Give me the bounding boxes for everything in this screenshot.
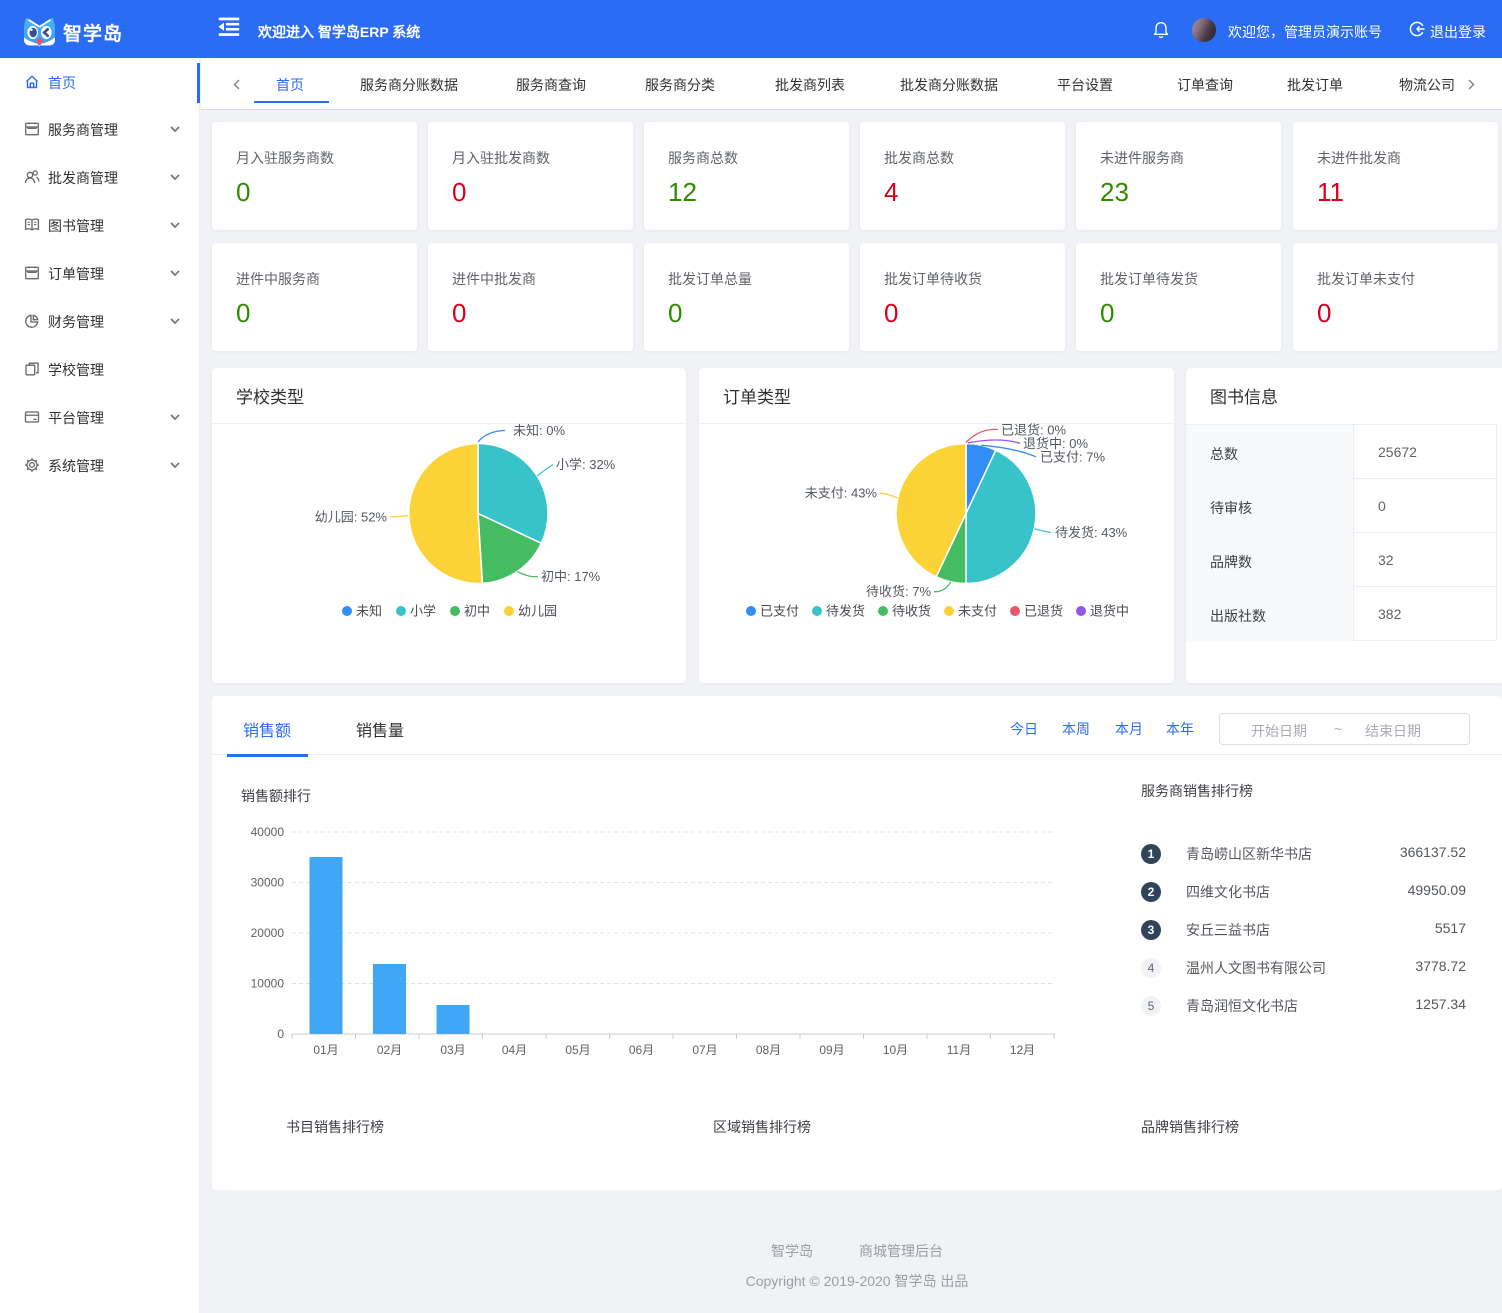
svg-text:05月: 05月 <box>565 1043 590 1057</box>
svg-text:04月: 04月 <box>502 1043 527 1057</box>
svg-text:0: 0 <box>277 1027 284 1041</box>
svg-text:初中: 17%: 初中: 17% <box>541 569 601 584</box>
svg-text:已支付: 7%: 已支付: 7% <box>1040 450 1105 465</box>
svg-text:已支付: 已支付 <box>760 604 799 619</box>
svg-text:10000: 10000 <box>251 977 285 991</box>
svg-text:10月: 10月 <box>883 1043 908 1057</box>
svg-text:09月: 09月 <box>819 1043 844 1057</box>
svg-text:待收货: 7%: 待收货: 7% <box>866 584 931 599</box>
svg-text:幼儿园: 52%: 幼儿园: 52% <box>315 510 388 525</box>
svg-text:30000: 30000 <box>251 876 285 890</box>
svg-text:未知: 0%: 未知: 0% <box>513 423 565 438</box>
svg-text:01月: 01月 <box>313 1043 338 1057</box>
svg-text:未支付: 43%: 未支付: 43% <box>805 486 878 501</box>
svg-text:待发货: 43%: 待发货: 43% <box>1055 525 1128 540</box>
svg-text:40000: 40000 <box>251 825 285 839</box>
svg-text:退货中: 退货中 <box>1090 604 1129 619</box>
svg-text:02月: 02月 <box>377 1043 402 1057</box>
svg-text:待收货: 待收货 <box>892 604 931 619</box>
svg-text:初中: 初中 <box>464 604 490 619</box>
svg-text:03月: 03月 <box>440 1043 465 1057</box>
svg-text:小学: 小学 <box>410 604 436 619</box>
svg-text:已退货: 0%: 已退货: 0% <box>1001 423 1066 438</box>
svg-text:幼儿园: 幼儿园 <box>518 604 557 619</box>
svg-text:20000: 20000 <box>251 926 285 940</box>
svg-text:07月: 07月 <box>692 1043 717 1057</box>
svg-text:06月: 06月 <box>629 1043 654 1057</box>
svg-text:12月: 12月 <box>1010 1043 1035 1057</box>
svg-text:08月: 08月 <box>756 1043 781 1057</box>
svg-text:小学: 32%: 小学: 32% <box>556 457 616 472</box>
svg-text:未知: 未知 <box>356 604 382 619</box>
svg-text:退货中: 0%: 退货中: 0% <box>1023 436 1088 451</box>
svg-text:待发货: 待发货 <box>826 604 865 619</box>
svg-text:已退货: 已退货 <box>1024 604 1063 619</box>
svg-text:未支付: 未支付 <box>958 604 997 619</box>
svg-text:11月: 11月 <box>947 1043 971 1057</box>
